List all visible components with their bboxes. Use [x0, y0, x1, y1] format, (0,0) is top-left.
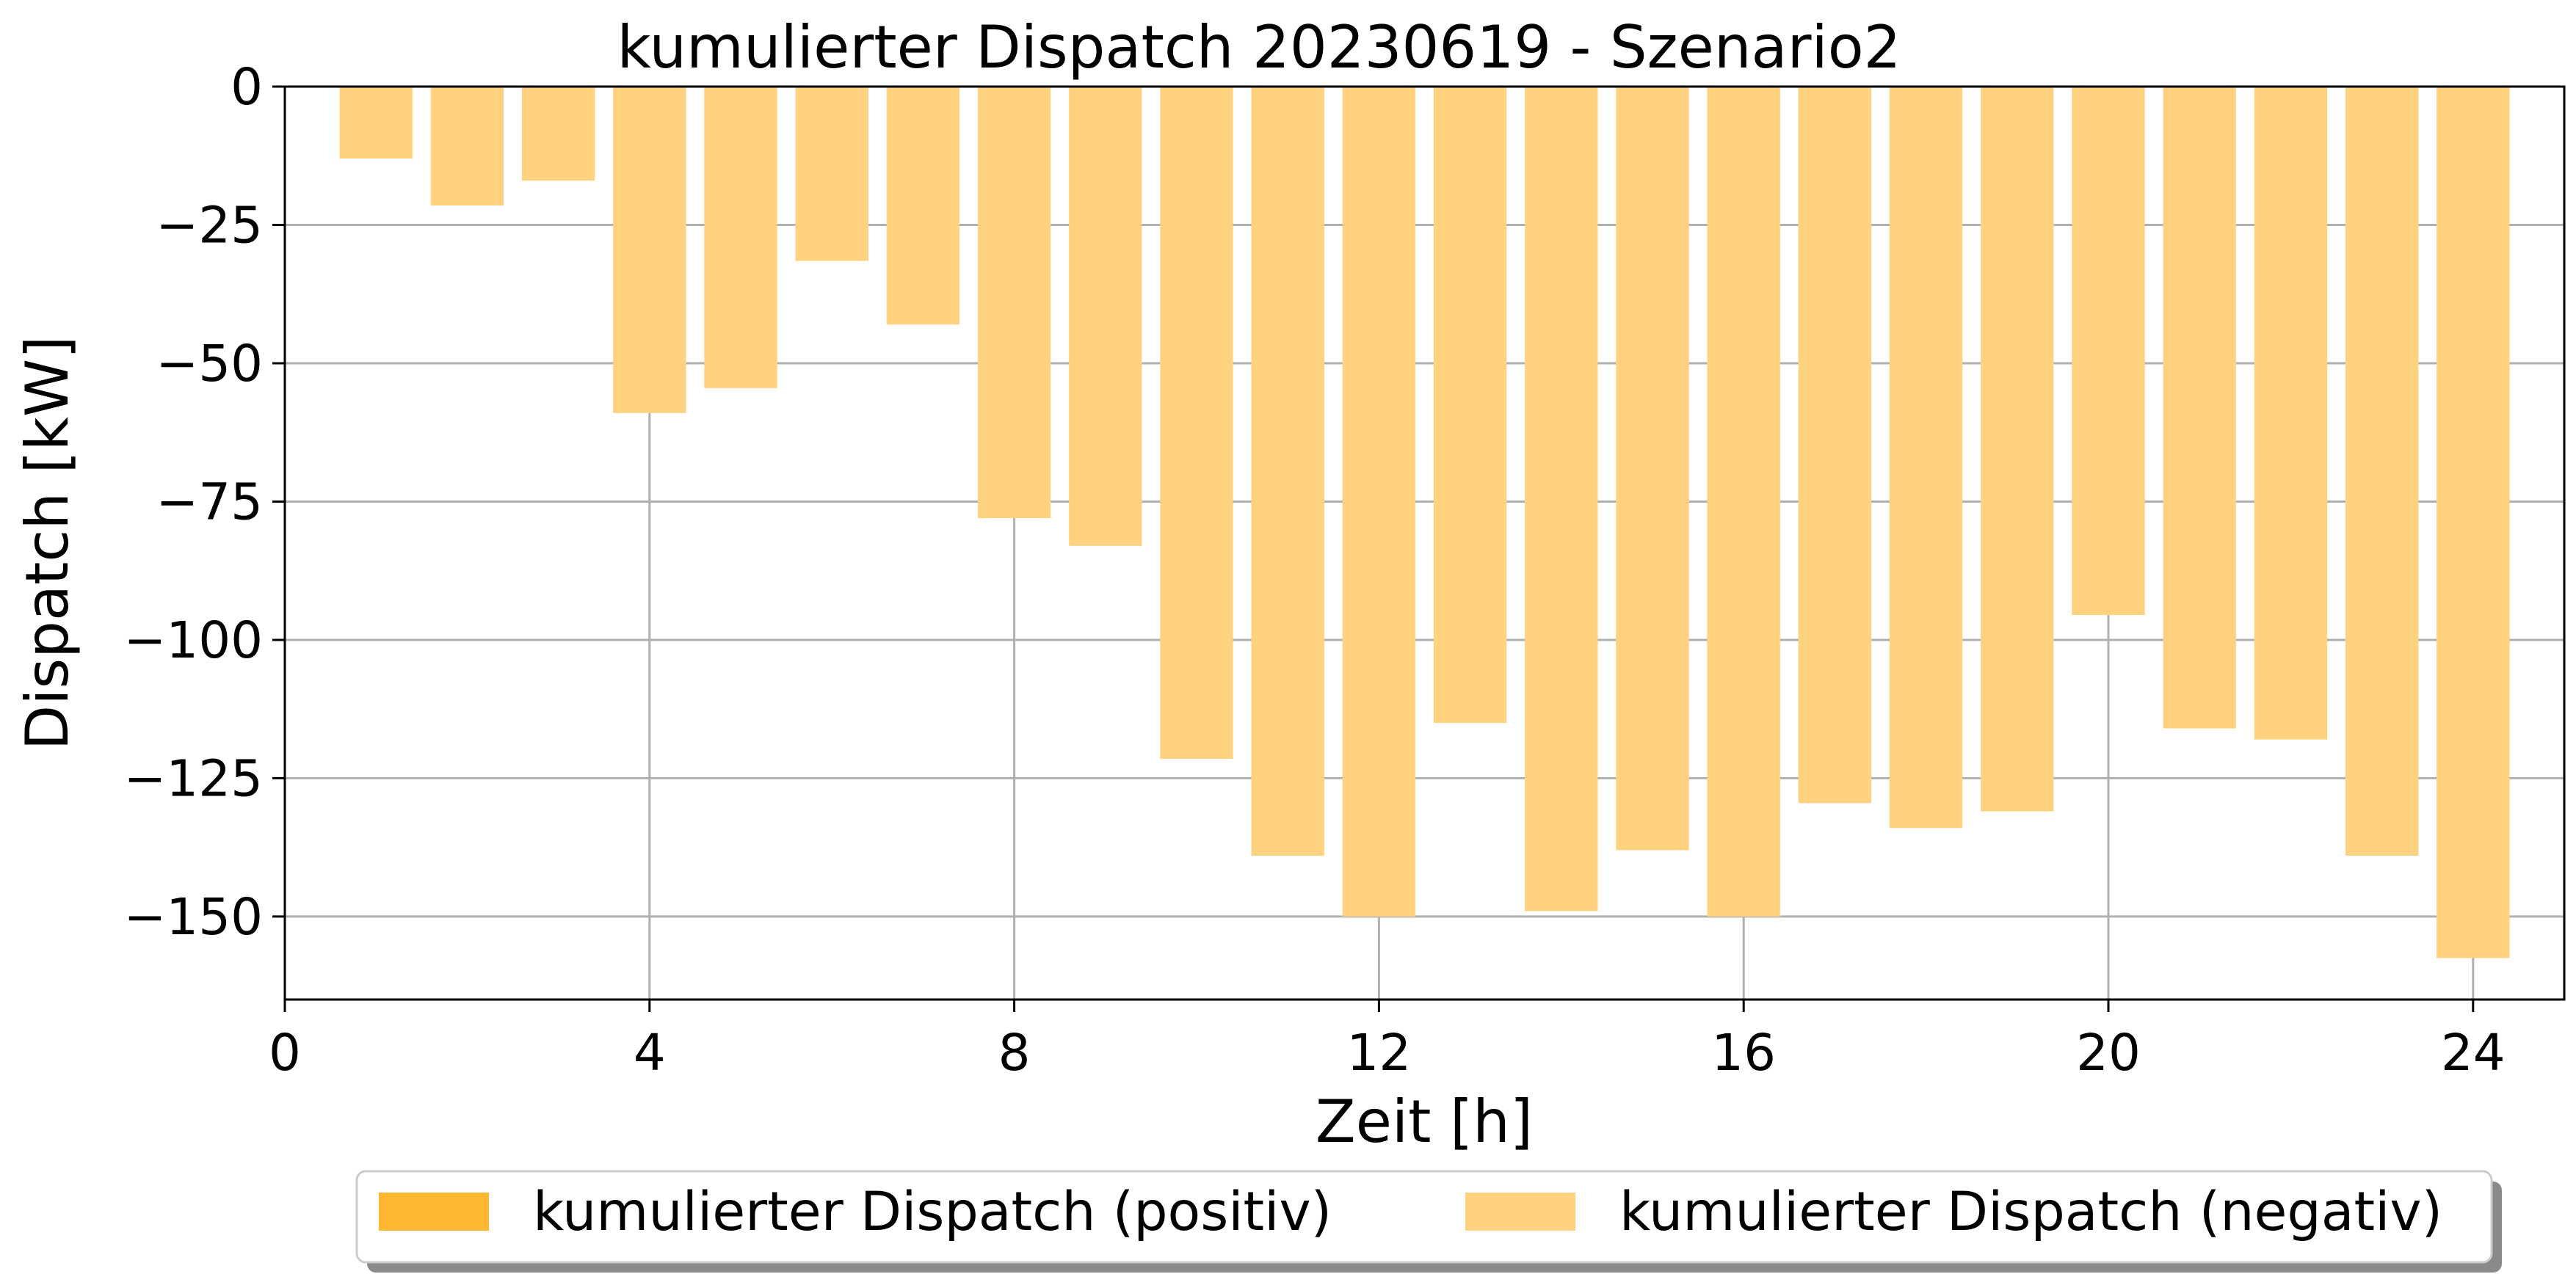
bar-negativ-h10	[1160, 87, 1233, 760]
legend-label-negativ: kumulierter Dispatch (negativ)	[1619, 1181, 2442, 1243]
bar-negativ-h14	[1525, 87, 1598, 911]
bar-negativ-h24	[2437, 87, 2510, 958]
legend: kumulierter Dispatch (positiv) kumuliert…	[355, 1170, 2502, 1273]
bar-negativ-h20	[2072, 87, 2145, 616]
x-axis-title: Zeit [h]	[1316, 1088, 1533, 1156]
bar-negativ-h17	[1798, 87, 1872, 804]
y-tick-label: −150	[123, 888, 263, 947]
bar-negativ-h22	[2254, 87, 2328, 740]
bar-negativ-h12	[1342, 87, 1416, 917]
y-tick-label: −125	[123, 749, 263, 808]
bar-negativ-h4	[613, 87, 686, 413]
bar-negativ-h6	[795, 87, 868, 261]
bar-negativ-h16	[1707, 87, 1780, 917]
bar-negativ-h11	[1251, 87, 1324, 856]
x-tick-label: 20	[2076, 1024, 2141, 1082]
legend-box	[355, 1170, 2493, 1264]
bar-negativ-h23	[2345, 87, 2419, 856]
legend-label-positiv: kumulierter Dispatch (positiv)	[533, 1181, 1332, 1243]
y-axis-ticks: 0 −25 −50 −75 −100 −125 −150	[123, 58, 285, 947]
bar-negativ-h8	[977, 87, 1051, 519]
chart-title: kumulierter Dispatch 20230619 - Szenario…	[617, 13, 1901, 81]
legend-swatch-positiv	[379, 1193, 489, 1231]
y-tick-label: 0	[231, 58, 263, 117]
bar-negativ-h7	[886, 87, 960, 325]
bar-negativ-h3	[521, 87, 595, 181]
x-tick-label: 16	[1711, 1024, 1776, 1082]
x-tick-label: 12	[1346, 1024, 1411, 1082]
bar-negativ-h5	[704, 87, 777, 388]
bar-negativ-h15	[1616, 87, 1689, 851]
y-tick-label: −25	[156, 196, 263, 255]
bar-negativ-h18	[1889, 87, 1963, 829]
y-tick-label: −75	[156, 473, 263, 531]
x-tick-label: 4	[634, 1024, 666, 1082]
x-axis-ticks: 0 4 8 12 16 20 24	[269, 1000, 2506, 1082]
y-tick-label: −100	[123, 611, 263, 670]
bar-negativ-h1	[339, 87, 413, 159]
bar-series	[339, 87, 2510, 958]
x-tick-label: 8	[998, 1024, 1031, 1082]
bar-negativ-h21	[2163, 87, 2236, 729]
y-tick-label: −50	[156, 335, 263, 393]
x-tick-label: 0	[269, 1024, 301, 1082]
y-axis-title: Dispatch [kW]	[13, 336, 81, 751]
x-tick-label: 24	[2441, 1024, 2506, 1082]
bar-negativ-h9	[1069, 87, 1142, 546]
legend-swatch-negativ	[1465, 1193, 1575, 1231]
bar-negativ-h13	[1433, 87, 1507, 724]
axes-frame	[283, 85, 2566, 1001]
bar-negativ-h19	[1981, 87, 2054, 812]
bar-negativ-h2	[430, 87, 504, 206]
